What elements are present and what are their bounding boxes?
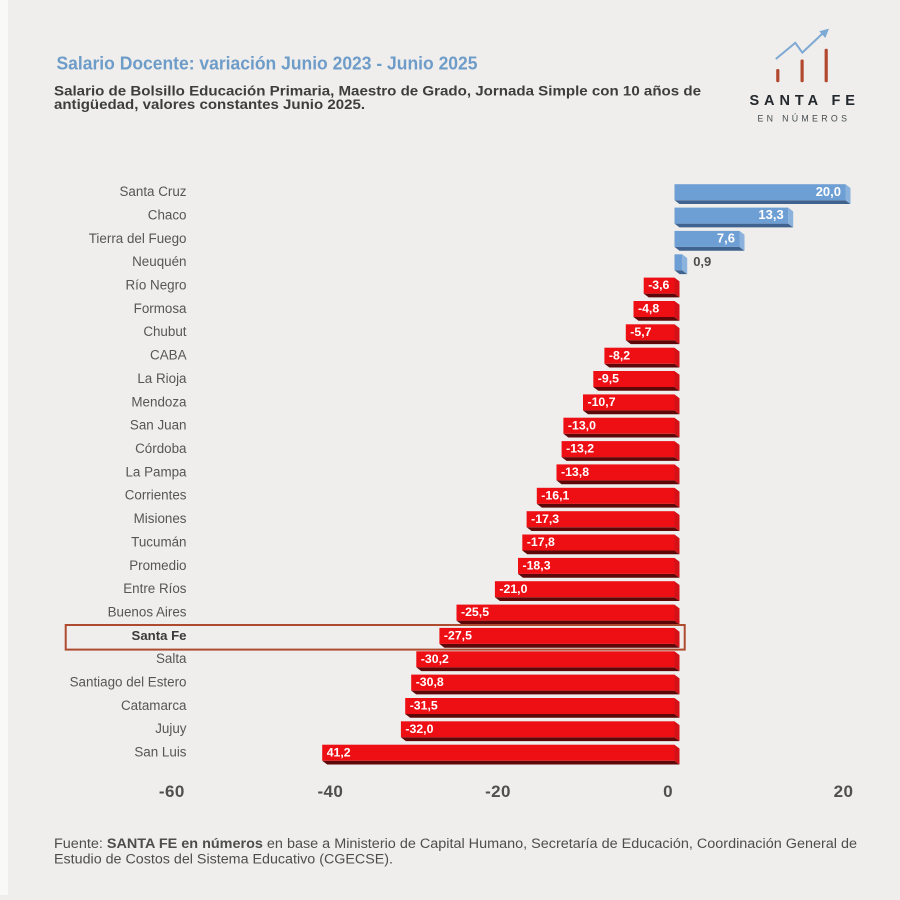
- svg-text:-20: -20: [485, 782, 511, 801]
- svg-text:Córdoba: Córdoba: [135, 441, 187, 456]
- svg-text:-60: -60: [159, 782, 185, 801]
- svg-text:La Pampa: La Pampa: [125, 464, 187, 479]
- svg-text:-5,7: -5,7: [630, 325, 651, 339]
- svg-text:-30,2: -30,2: [421, 652, 449, 666]
- svg-text:-16,1: -16,1: [541, 488, 569, 502]
- svg-text:San Luis: San Luis: [134, 745, 186, 760]
- svg-text:Salario Docente: variación Jun: Salario Docente: variación Junio 2023 - …: [57, 54, 478, 74]
- svg-text:Misiones: Misiones: [134, 511, 187, 526]
- svg-text:CABA: CABA: [150, 348, 187, 363]
- svg-text:Mendoza: Mendoza: [131, 394, 187, 409]
- svg-text:Fuente: SANTA FE en números en: Fuente: SANTA FE en números en base a Mi…: [54, 836, 857, 851]
- svg-text:20,0: 20,0: [816, 184, 841, 199]
- svg-text:-17,8: -17,8: [527, 535, 555, 549]
- svg-text:-3,6: -3,6: [648, 278, 669, 292]
- svg-text:-4,8: -4,8: [638, 302, 659, 316]
- svg-text:Buenos Aires: Buenos Aires: [108, 605, 187, 620]
- svg-text:-13,8: -13,8: [561, 465, 589, 479]
- svg-text:Jujuy: Jujuy: [155, 721, 187, 736]
- svg-text:-13,2: -13,2: [566, 442, 594, 456]
- svg-text:Santa Fe: Santa Fe: [132, 628, 187, 643]
- svg-text:EN NÚMEROS: EN NÚMEROS: [757, 113, 847, 123]
- svg-text:-17,3: -17,3: [531, 512, 559, 526]
- svg-text:-40: -40: [318, 782, 344, 801]
- svg-text:Río Negro: Río Negro: [125, 278, 186, 293]
- svg-text:Chubut: Chubut: [143, 324, 186, 339]
- svg-text:La Rioja: La Rioja: [137, 371, 187, 386]
- svg-text:Santa Cruz: Santa Cruz: [120, 184, 187, 199]
- svg-text:Chaco: Chaco: [148, 208, 187, 223]
- svg-text:7,6: 7,6: [717, 231, 735, 246]
- svg-text:Neuquén: Neuquén: [132, 254, 186, 269]
- svg-text:Estudio de Costos del Sistema: Estudio de Costos del Sistema Educativo …: [54, 852, 393, 867]
- svg-text:Tierra del Fuego: Tierra del Fuego: [89, 231, 187, 246]
- svg-text:Corrientes: Corrientes: [125, 488, 187, 503]
- svg-text:Santiago del Estero: Santiago del Estero: [70, 675, 187, 690]
- svg-text:Salta: Salta: [156, 651, 187, 666]
- svg-text:41,2: 41,2: [327, 745, 351, 759]
- svg-text:0,9: 0,9: [693, 254, 711, 269]
- svg-text:Salario de Bolsillo Educación: Salario de Bolsillo Educación Primaria, …: [54, 84, 702, 99]
- svg-text:0: 0: [663, 782, 673, 801]
- svg-text:13,3: 13,3: [758, 207, 783, 222]
- svg-text:-10,7: -10,7: [588, 395, 616, 409]
- svg-text:-18,3: -18,3: [523, 559, 551, 573]
- svg-text:-31,5: -31,5: [410, 699, 438, 713]
- svg-text:Formosa: Formosa: [134, 301, 187, 316]
- svg-text:Promedio: Promedio: [129, 558, 186, 573]
- svg-text:-30,8: -30,8: [416, 675, 444, 689]
- svg-text:SANTA FE: SANTA FE: [749, 93, 855, 109]
- svg-text:Entre Ríos: Entre Ríos: [123, 581, 187, 596]
- svg-text:antigüedad, valores constantes: antigüedad, valores constantes Junio 202…: [54, 97, 365, 112]
- svg-text:-9,5: -9,5: [598, 372, 619, 386]
- svg-text:-27,5: -27,5: [444, 629, 472, 643]
- svg-text:-25,5: -25,5: [461, 605, 489, 619]
- svg-text:-32,0: -32,0: [405, 722, 433, 736]
- svg-text:Catamarca: Catamarca: [121, 698, 187, 713]
- svg-text:-13,0: -13,0: [568, 418, 596, 432]
- svg-text:-8,2: -8,2: [609, 348, 630, 362]
- svg-text:San Juan: San Juan: [130, 418, 187, 433]
- svg-text:Tucumán: Tucumán: [131, 534, 186, 549]
- svg-text:20: 20: [834, 782, 854, 801]
- svg-text:-21,0: -21,0: [499, 582, 527, 596]
